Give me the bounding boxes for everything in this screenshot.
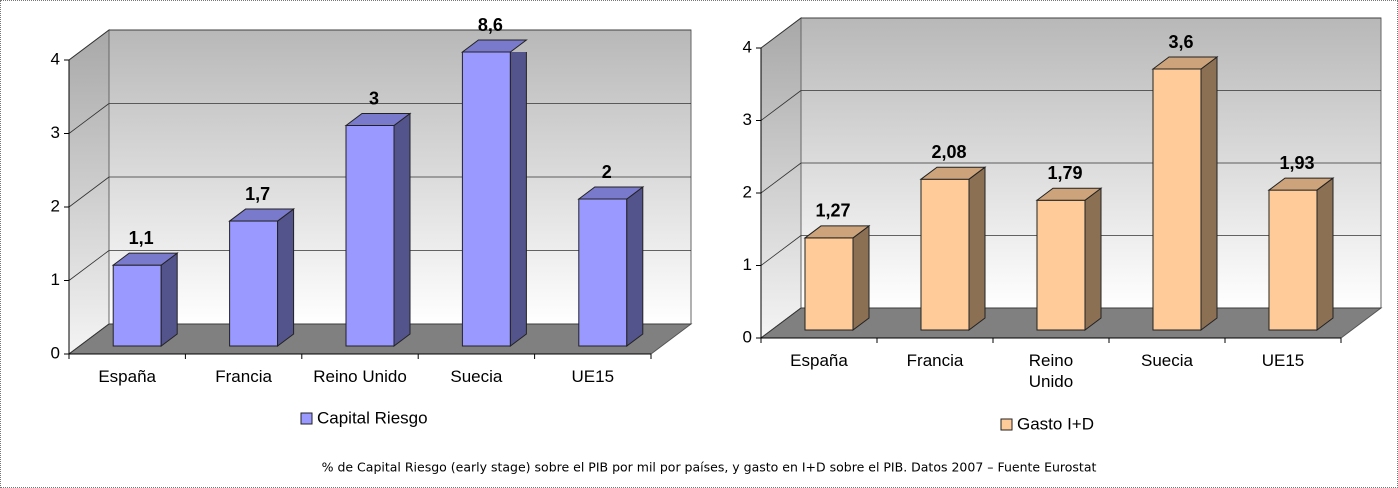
bar-side <box>160 252 178 347</box>
caption: % de Capital Riesgo (early stage) sobre … <box>322 460 1097 475</box>
value-label: 3,6 <box>1168 32 1193 52</box>
x-tick-label-box: UE15 <box>1261 351 1305 370</box>
x-tick-label: España <box>98 367 157 386</box>
x-tick-label-box: España <box>790 351 848 370</box>
bar-top <box>344 113 412 126</box>
bar-front <box>804 237 854 331</box>
bar <box>112 252 178 347</box>
x-tick-label-box: Francia <box>215 367 272 386</box>
bar-side <box>509 52 527 347</box>
bar <box>229 208 295 347</box>
bar-side <box>393 112 411 347</box>
legend-label: Capital Riesgo <box>317 408 428 427</box>
bar <box>1036 187 1102 331</box>
y-tick-label: 1 <box>51 270 60 289</box>
value-label: 8,6 <box>478 15 503 35</box>
y-tick-label: 1 <box>743 255 752 274</box>
x-tick-label-box: Francia <box>906 351 964 370</box>
x-tick-label: España <box>790 351 848 370</box>
grid-line-side <box>760 90 802 121</box>
bar-side <box>626 186 644 347</box>
x-tick-label: Reino Unido <box>1028 351 1074 391</box>
bar-side <box>1084 187 1102 331</box>
x-tick-label: Suecia <box>1141 351 1193 370</box>
x-tick-label: Francia <box>215 367 272 386</box>
bar-front <box>229 220 279 347</box>
y-tick-label: 2 <box>51 196 60 215</box>
bar <box>461 52 527 347</box>
x-tick-label: Francia <box>906 351 964 370</box>
bar-top <box>1267 177 1335 191</box>
bar-front <box>920 178 970 331</box>
x-tick-label: Reino Unido <box>313 367 407 386</box>
bar-top <box>460 39 528 53</box>
value-label: 1,93 <box>1279 153 1314 173</box>
legend-swatch <box>1000 418 1013 431</box>
y-tick-label: 2 <box>743 182 752 201</box>
bar-top <box>1151 56 1219 70</box>
x-tick-label-box: UE15 <box>571 367 615 386</box>
grid-line-side <box>760 17 802 49</box>
bar <box>1268 177 1334 331</box>
bar-side <box>277 208 295 347</box>
x-tick-label: Suecia <box>450 367 503 386</box>
y-tick-label: 0 <box>743 327 752 346</box>
bar-side <box>1316 177 1334 331</box>
bar-top <box>577 186 645 200</box>
bar <box>1152 56 1218 331</box>
bar-front <box>345 125 395 347</box>
x-tick-label-box: Reino Unido <box>313 367 407 386</box>
x-tick-label: UE15 <box>1261 351 1305 370</box>
x-tick-label-box: Reino Unido <box>1028 351 1074 391</box>
grid-line-side <box>760 162 802 194</box>
bar-front <box>1036 199 1086 331</box>
bar-side <box>968 166 986 331</box>
value-label: 1,79 <box>1047 163 1082 183</box>
bar <box>345 112 411 347</box>
bar-top <box>228 208 296 222</box>
bar-side <box>1200 56 1218 331</box>
grid-line-side <box>68 176 110 208</box>
bar-top <box>803 225 871 239</box>
bar <box>920 166 986 331</box>
value-label: 1,7 <box>245 184 270 204</box>
legend-swatch <box>300 412 313 425</box>
legend-label: Gasto I+D <box>1017 414 1094 433</box>
value-label: 3 <box>369 88 379 108</box>
value-label: 2,08 <box>931 142 966 162</box>
y-tick-label: 0 <box>51 343 60 362</box>
grid-line-side <box>760 235 802 266</box>
bar-top <box>1035 187 1103 201</box>
grid-line-side <box>760 307 802 339</box>
x-tick-label-box: Suecia <box>450 367 503 386</box>
grid-line-side <box>68 103 110 134</box>
x-tick-label: UE15 <box>571 367 615 386</box>
grid-line-side <box>68 29 110 61</box>
grid-line-side <box>68 250 110 281</box>
y-tick-label: 4 <box>51 49 60 68</box>
value-label: 1,27 <box>815 201 850 221</box>
grid-line-side <box>68 323 110 355</box>
bar-top <box>111 252 179 266</box>
bar-front <box>112 264 162 347</box>
x-tick-label-box: Suecia <box>1141 351 1193 370</box>
bar-front <box>461 52 511 347</box>
bar-front <box>1268 189 1318 331</box>
bar-front <box>1152 68 1202 331</box>
bar-side <box>852 224 870 331</box>
x-tick-label-box: España <box>98 367 157 386</box>
y-tick-label: 3 <box>51 123 60 142</box>
y-tick-label: 4 <box>743 37 752 56</box>
bar <box>804 224 870 331</box>
value-label: 2 <box>602 162 612 182</box>
value-label: 1,1 <box>129 228 154 248</box>
bar-top <box>919 166 987 180</box>
bar-front <box>578 198 628 347</box>
bar <box>578 186 644 347</box>
y-tick-label: 3 <box>743 110 752 129</box>
